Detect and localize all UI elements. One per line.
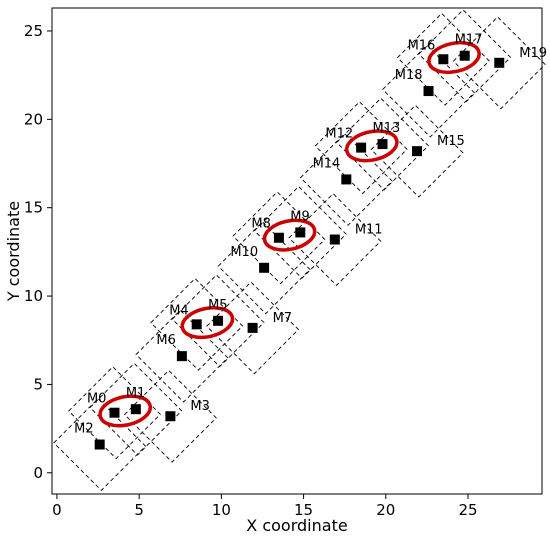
footprint-box-m11 — [288, 193, 382, 286]
pair-ellipse-m16-m17 — [427, 40, 481, 75]
footprint-box-m0 — [68, 366, 161, 460]
x-tick-label: 15 — [294, 501, 313, 519]
marker-m13 — [377, 139, 388, 150]
marker-label-m15: M15 — [437, 134, 465, 149]
y-tick-label: 25 — [24, 22, 43, 40]
footprint-box-m6 — [135, 309, 229, 403]
marker-m10 — [259, 262, 270, 273]
pair-ellipse-m4-m5 — [180, 306, 235, 340]
y-tick-label: 0 — [33, 464, 43, 482]
pair-ellipse-m0-m1 — [98, 394, 153, 428]
marker-label-m9: M9 — [290, 209, 310, 224]
x-tick-label: 20 — [376, 501, 395, 519]
marker-m8 — [273, 232, 284, 243]
marker-m19 — [494, 57, 505, 68]
y-axis-label: Y coordinate — [4, 201, 23, 302]
marker-label-m14: M14 — [313, 156, 341, 171]
marker-m16 — [438, 54, 449, 65]
marker-label-m0: M0 — [87, 392, 107, 407]
marker-label-m19: M19 — [519, 46, 547, 61]
footprint-box-m2 — [53, 398, 147, 491]
marker-m2 — [94, 439, 105, 450]
marker-m9 — [295, 227, 306, 238]
footprint-box-m4 — [150, 277, 244, 371]
footprint-box-m15 — [370, 104, 464, 198]
marker-m14 — [341, 174, 352, 185]
marker-m7 — [247, 322, 258, 333]
marker-label-m16: M16 — [408, 38, 436, 53]
y-tick-label: 10 — [24, 287, 43, 305]
footprint-box-m9 — [253, 185, 347, 279]
marker-m1 — [130, 404, 141, 415]
plot-area: M0 M1 M2 M3 M4 M5 M6 M7 M8 M9 M10 M11 M12 M13 M14 M15 M1… — [53, 9, 547, 491]
footprint-box-m5 — [171, 274, 265, 368]
marker-label-m13: M13 — [373, 121, 401, 136]
footprint-box-m12 — [314, 101, 408, 195]
y-tick-label: 5 — [33, 375, 43, 393]
marker-m6 — [176, 351, 187, 362]
pair-ellipse-m8-m9 — [262, 218, 317, 252]
marker-m3 — [165, 411, 176, 422]
marker-m5 — [213, 315, 224, 326]
x-tick-label: 10 — [212, 501, 231, 519]
marker-label-m4: M4 — [169, 303, 189, 318]
footprint-box-m1 — [89, 362, 183, 456]
footprint-box-m13 — [336, 97, 429, 191]
marker-m11 — [329, 234, 340, 245]
y-tick-label: 15 — [24, 199, 43, 217]
footprint-box-m16 — [396, 12, 490, 106]
footprint-box-m8 — [232, 191, 326, 285]
footprint-box-m10 — [217, 221, 311, 315]
footprint-box-m7 — [206, 281, 300, 375]
y-tick-label: 20 — [24, 110, 43, 128]
pair-ellipse-m12-m13 — [344, 129, 399, 163]
x-axis-label: X coordinate — [246, 516, 347, 535]
marker-m17 — [459, 50, 470, 61]
axis-ticks: 0 5 10 15 20 25 0 5 10 15 20 25 — [24, 22, 478, 519]
marker-label-m2: M2 — [74, 422, 94, 437]
marker-label-m10: M10 — [230, 245, 258, 260]
marker-m18 — [423, 86, 434, 97]
marker-label-m18: M18 — [395, 68, 423, 83]
marker-m12 — [356, 142, 367, 153]
footprint-box-m14 — [299, 132, 393, 226]
marker-label-m5: M5 — [208, 298, 228, 313]
x-tick-label: 5 — [134, 501, 144, 519]
x-tick-label: 0 — [52, 501, 62, 519]
x-tick-label: 25 — [458, 501, 477, 519]
marker-label-m8: M8 — [251, 217, 271, 232]
marker-label-m11: M11 — [355, 223, 383, 238]
footprint-box-m17 — [418, 9, 512, 103]
marker-label-m3: M3 — [190, 399, 210, 414]
footprint-box-m3 — [123, 369, 217, 463]
marker-label-m6: M6 — [156, 333, 176, 348]
marker-label-m7: M7 — [273, 311, 293, 326]
marker-m4 — [191, 319, 202, 330]
marker-label-m1: M1 — [126, 386, 146, 401]
footprint-box-m19 — [452, 16, 546, 110]
plot-frame — [51, 7, 543, 495]
marker-label-m12: M12 — [325, 127, 353, 142]
footprint-box-m18 — [382, 44, 476, 138]
marker-m0 — [109, 407, 120, 418]
marker-m15 — [412, 146, 423, 157]
marker-label-m17: M17 — [455, 33, 483, 48]
